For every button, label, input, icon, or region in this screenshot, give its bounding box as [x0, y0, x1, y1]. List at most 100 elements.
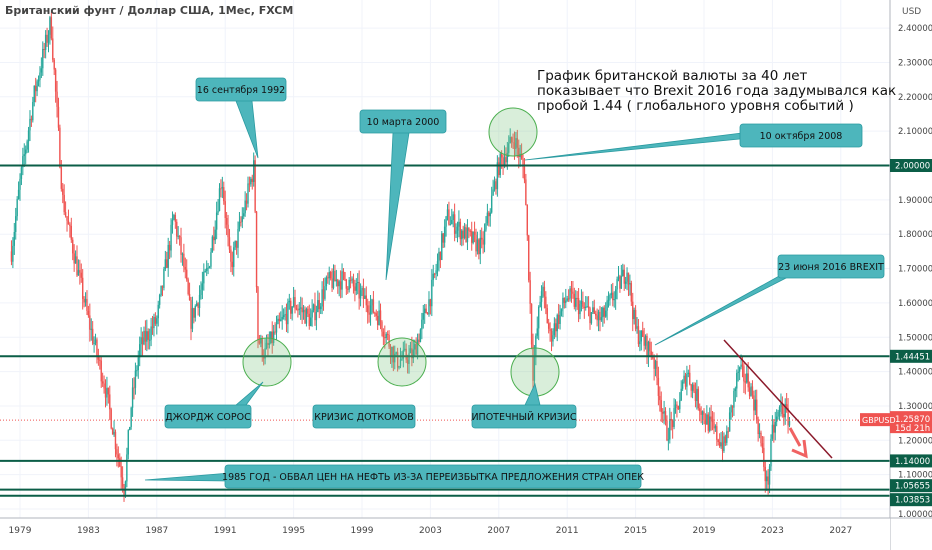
- candle-body: [114, 431, 117, 450]
- candle-body: [630, 283, 633, 302]
- candle-body: [473, 231, 476, 235]
- candle-body: [557, 314, 560, 324]
- candle-body: [493, 181, 496, 190]
- candle-body: [364, 295, 366, 299]
- candle-body: [787, 407, 789, 426]
- trend-line: [723, 339, 833, 459]
- candle-body: [639, 341, 641, 345]
- candle-body: [490, 195, 493, 213]
- candle-body: [328, 272, 330, 279]
- candle-body: [310, 317, 312, 327]
- candle-body: [136, 370, 138, 372]
- candle-body: [424, 308, 426, 313]
- candle-body: [545, 296, 547, 309]
- candle-body: [677, 405, 680, 410]
- candle-body: [368, 312, 370, 315]
- candle-body: [737, 371, 739, 373]
- candle-body: [649, 341, 651, 352]
- candle-body: [73, 253, 75, 264]
- candle-body: [513, 143, 516, 149]
- candle-body: [197, 303, 199, 308]
- candle-body: [10, 251, 13, 262]
- level-price-tag: [890, 349, 932, 363]
- candle-body: [86, 298, 88, 311]
- candle-body: [345, 279, 348, 289]
- candle-body: [680, 388, 682, 401]
- time-tick-label: 2007: [487, 526, 510, 536]
- candle-body: [499, 153, 501, 176]
- candle-body: [529, 280, 531, 304]
- candle-body: [248, 183, 251, 185]
- annotation-pointer: [524, 382, 541, 406]
- candle-body: [469, 230, 471, 232]
- candle-body: [113, 431, 115, 435]
- candle-body: [728, 412, 731, 432]
- candle-body: [238, 221, 241, 229]
- candle-body: [12, 245, 14, 262]
- candle-body: [79, 270, 81, 273]
- time-tick-label: 1979: [9, 526, 32, 536]
- candle-body: [56, 91, 58, 107]
- candle-body: [130, 407, 132, 427]
- candle-body: [285, 313, 288, 325]
- candle-body: [140, 337, 142, 345]
- time-tick-label: 1983: [77, 526, 100, 536]
- candle-body: [335, 279, 338, 282]
- candle-body: [539, 301, 541, 308]
- candle-body: [603, 307, 605, 317]
- candle-body: [644, 335, 647, 346]
- symbol-tag: [860, 413, 890, 427]
- candle-body: [681, 381, 684, 389]
- candle-body: [596, 315, 598, 321]
- candle-body: [451, 219, 453, 225]
- candle-body: [170, 224, 172, 251]
- candle-body: [699, 408, 701, 412]
- candle-body: [496, 162, 499, 190]
- candle-body: [25, 149, 27, 155]
- candle-body: [784, 404, 786, 418]
- candle-body: [158, 295, 161, 305]
- candle-body: [459, 221, 462, 240]
- candle-body: [342, 271, 345, 273]
- candle-body: [157, 304, 159, 319]
- candle-body: [509, 137, 511, 144]
- candle-body: [331, 278, 333, 288]
- price-tick-label: 1.00000: [898, 510, 932, 520]
- candle-body: [404, 348, 406, 350]
- candle-body: [337, 279, 339, 287]
- candle-body: [435, 270, 437, 274]
- candle-body: [200, 289, 202, 295]
- candle-body: [318, 300, 320, 310]
- candle-body: [489, 212, 491, 217]
- candle-body: [15, 216, 17, 232]
- candle-body: [570, 288, 573, 292]
- candle-body: [619, 276, 621, 289]
- candle-body: [298, 308, 300, 310]
- candle-body: [704, 420, 707, 425]
- candle-body: [426, 313, 429, 315]
- candle-body: [281, 316, 283, 320]
- candle-body: [327, 277, 329, 279]
- candle-body: [151, 326, 154, 329]
- candle-body: [372, 299, 375, 313]
- candle-body: [160, 285, 162, 296]
- candle-body: [344, 272, 346, 280]
- candle-body: [243, 213, 245, 217]
- candle-body: [361, 287, 363, 291]
- candle-body: [439, 251, 442, 260]
- candle-body: [508, 143, 510, 153]
- candle-body: [357, 281, 359, 284]
- candle-body: [626, 272, 628, 282]
- candle-body: [736, 372, 738, 389]
- candle-body: [80, 272, 82, 278]
- candle-body: [394, 353, 396, 363]
- note-line: График британской валюты за 40 лет: [537, 68, 808, 84]
- candle-body: [412, 349, 414, 359]
- candle-body: [104, 388, 107, 398]
- candle-body: [479, 237, 481, 255]
- candle-body: [137, 357, 139, 371]
- candle-body: [111, 428, 114, 435]
- candle-body: [421, 319, 423, 330]
- candle-body: [54, 69, 57, 92]
